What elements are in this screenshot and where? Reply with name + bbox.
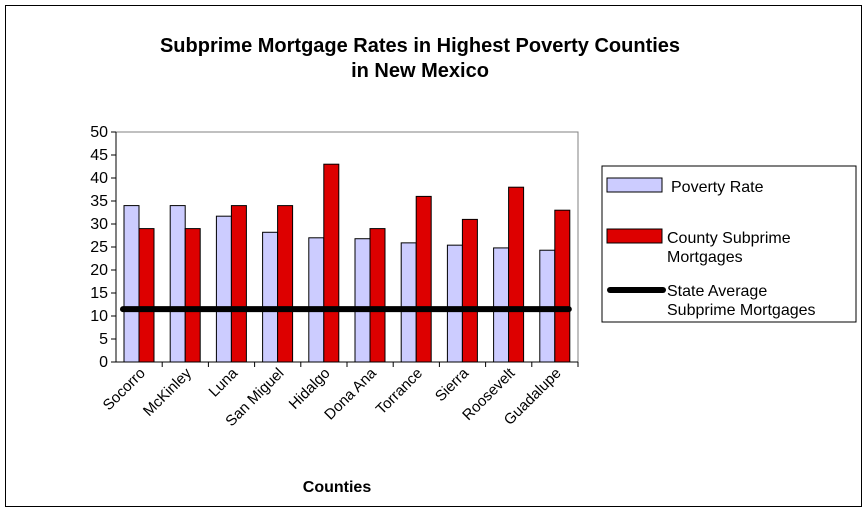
subprime-mortgage-bar [277, 205, 294, 363]
subprime-mortgage-bar [230, 205, 247, 363]
poverty-rate-bar [354, 238, 371, 363]
x-axis-title: Counties [303, 479, 372, 496]
poverty-rate-bar [493, 247, 510, 363]
poverty-rate-bar [400, 242, 417, 363]
x-category-label: McKinley [140, 364, 195, 419]
subprime-mortgage-bar [184, 228, 201, 363]
subprime-mortgage-bar [415, 195, 432, 363]
chart-title-line-1: Subprime Mortgage Rates in Highest Pover… [160, 35, 680, 57]
subprime-mortgage-bar [138, 228, 155, 363]
subprime-mortgage-bar [554, 209, 571, 363]
y-tick-label: 25 [90, 239, 108, 256]
poverty-rate-bar [446, 244, 463, 363]
poverty-rate-bar [262, 231, 279, 363]
legend-label-county-subprime: Mortgages [667, 249, 743, 266]
poverty-rate-bar [169, 205, 186, 363]
y-tick-label: 10 [90, 308, 108, 325]
legend-swatch-county-subprime [606, 228, 663, 244]
chart-title-line-2: in New Mexico [351, 60, 489, 82]
poverty-rate-bar [308, 237, 325, 363]
subprime-mortgage-bar [323, 163, 340, 363]
legend-label-state-average: State Average [667, 283, 767, 300]
subprime-mortgage-bar [461, 218, 478, 363]
poverty-rate-bar [215, 215, 232, 363]
x-category-label: Sierra [432, 364, 473, 405]
legend-label-state-average: Subprime Mortgages [667, 302, 816, 319]
y-tick-label: 45 [90, 147, 108, 164]
y-tick-label: 0 [99, 354, 108, 371]
subprime-mortgage-bar [369, 228, 386, 363]
legend-label-poverty-rate: Poverty Rate [671, 179, 764, 196]
y-tick-label: 20 [90, 262, 108, 279]
x-category-label: Luna [206, 364, 242, 400]
y-tick-label: 15 [90, 285, 108, 302]
legend-label-county-subprime: County Subprime [667, 230, 791, 247]
y-tick-label: 40 [90, 170, 108, 187]
y-tick-label: 5 [99, 331, 108, 348]
subprime-mortgage-bar [508, 186, 525, 363]
poverty-rate-bar [123, 205, 140, 363]
legend-swatch-poverty-rate [606, 177, 663, 193]
x-category-label: Dona Ana [321, 364, 380, 423]
y-tick-label: 50 [90, 124, 108, 141]
x-category-label: Torrance [373, 365, 426, 418]
legend: Poverty Rate County Subprime Mortgages Stat… [601, 165, 857, 323]
y-tick-label: 30 [90, 216, 108, 233]
y-tick-label: 35 [90, 193, 108, 210]
